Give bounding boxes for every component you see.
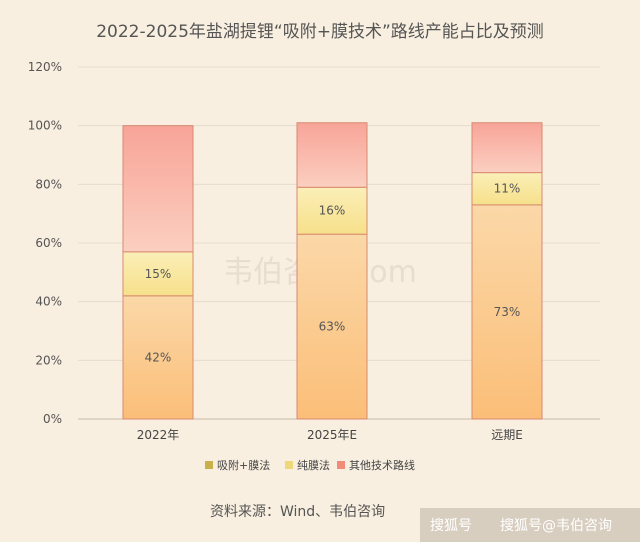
legend-label: 其他技术路线 [349, 458, 415, 472]
bar-segment [471, 172, 543, 206]
legend: 吸附+膜法 纯膜法 其他技术路线 [205, 458, 415, 472]
legend-swatch [337, 461, 345, 469]
chart-title: 2022-2025年盐湖提锂“吸附+膜技术”路线产能占比及预测 [96, 22, 544, 42]
y-tick-label: 100% [28, 119, 62, 133]
corner-watermark: 搜狐号 搜狐号@韦伯咨询 [420, 508, 640, 542]
data-label: 15% [145, 267, 172, 281]
bar-segment [122, 125, 194, 253]
legend-label: 吸附+膜法 [217, 458, 270, 472]
x-tick-label: 2022年 [137, 428, 180, 442]
data-label: 16% [319, 204, 346, 218]
bars [122, 122, 543, 420]
y-tick-label: 40% [35, 295, 62, 309]
y-tick-label: 20% [35, 353, 62, 367]
y-tick-label: 80% [35, 177, 62, 191]
corner-watermark-left: 搜狐号 [430, 518, 472, 534]
bar-segment [471, 122, 543, 174]
bar-segment [296, 233, 368, 420]
data-label: 63% [319, 320, 346, 334]
x-axis: 2022年 2025年E 远期E [137, 428, 523, 442]
data-label: 73% [494, 305, 521, 319]
bar-segment [471, 204, 543, 420]
data-labels: 42% 15% 63% 16% 73% 11% [145, 182, 521, 365]
corner-watermark-bg [420, 508, 640, 542]
bar-segment [296, 122, 368, 188]
y-tick-label: 120% [28, 60, 62, 74]
data-label: 11% [494, 182, 521, 196]
bar-segment [122, 251, 194, 297]
y-tick-label: 60% [35, 236, 62, 250]
x-tick-label: 2025年E [307, 428, 357, 442]
x-tick-label: 远期E [491, 428, 523, 442]
legend-swatch [205, 461, 213, 469]
y-axis: 0% 20% 40% 60% 80% 100% 120% [28, 60, 62, 426]
data-label: 42% [145, 350, 172, 364]
source-note: 资料来源：Wind、韦伯咨询 [210, 504, 385, 520]
bar-segment [296, 186, 368, 235]
corner-watermark-right: 搜狐号@韦伯咨询 [500, 518, 612, 534]
legend-label: 纯膜法 [297, 458, 330, 472]
legend-swatch [285, 461, 293, 469]
y-tick-label: 0% [43, 412, 62, 426]
